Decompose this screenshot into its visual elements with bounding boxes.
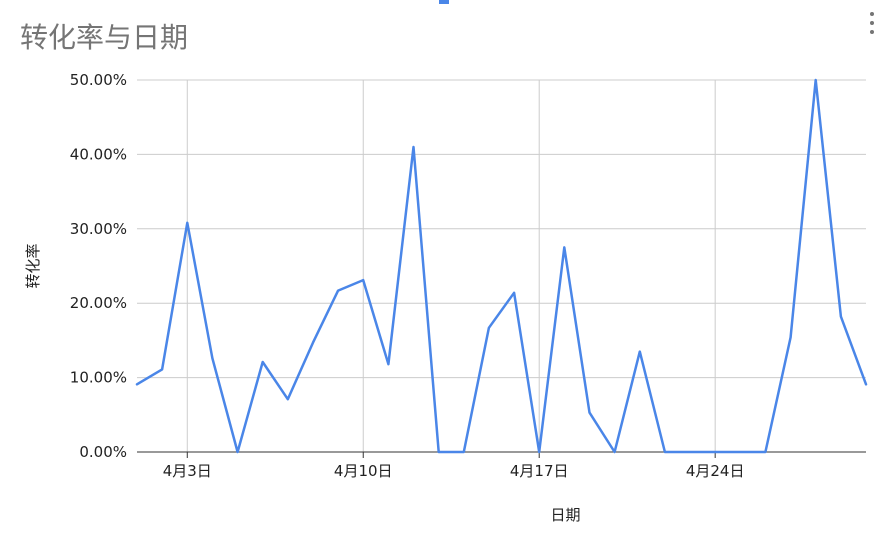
- x-axis-label: 日期: [550, 506, 580, 524]
- x-axis-ticks: 4月3日 4月10日 4月17日 4月24日: [163, 452, 745, 480]
- top-marker: [439, 0, 449, 4]
- x-tick-label: 4月10日: [334, 462, 393, 480]
- x-tick-label: 4月17日: [510, 462, 569, 480]
- series-line: [135, 78, 868, 454]
- y-tick-label: 10.00%: [70, 369, 127, 387]
- y-tick-label: 0.00%: [79, 443, 127, 461]
- vertical-ellipsis-icon[interactable]: [870, 10, 874, 36]
- y-tick-label: 20.00%: [70, 294, 127, 312]
- y-tick-label: 30.00%: [70, 220, 127, 238]
- chart-title: 转化率与日期: [20, 21, 189, 54]
- grid: [137, 79, 866, 452]
- y-tick-label: 40.00%: [70, 145, 127, 163]
- y-axis-label: 转化率: [24, 243, 42, 288]
- y-tick-label: 50.00%: [70, 71, 127, 89]
- x-tick-label: 4月3日: [163, 462, 212, 480]
- x-tick-label: 4月24日: [686, 462, 745, 480]
- y-axis-ticks: 0.00% 10.00% 20.00% 30.00% 40.00% 50.00%: [70, 71, 127, 461]
